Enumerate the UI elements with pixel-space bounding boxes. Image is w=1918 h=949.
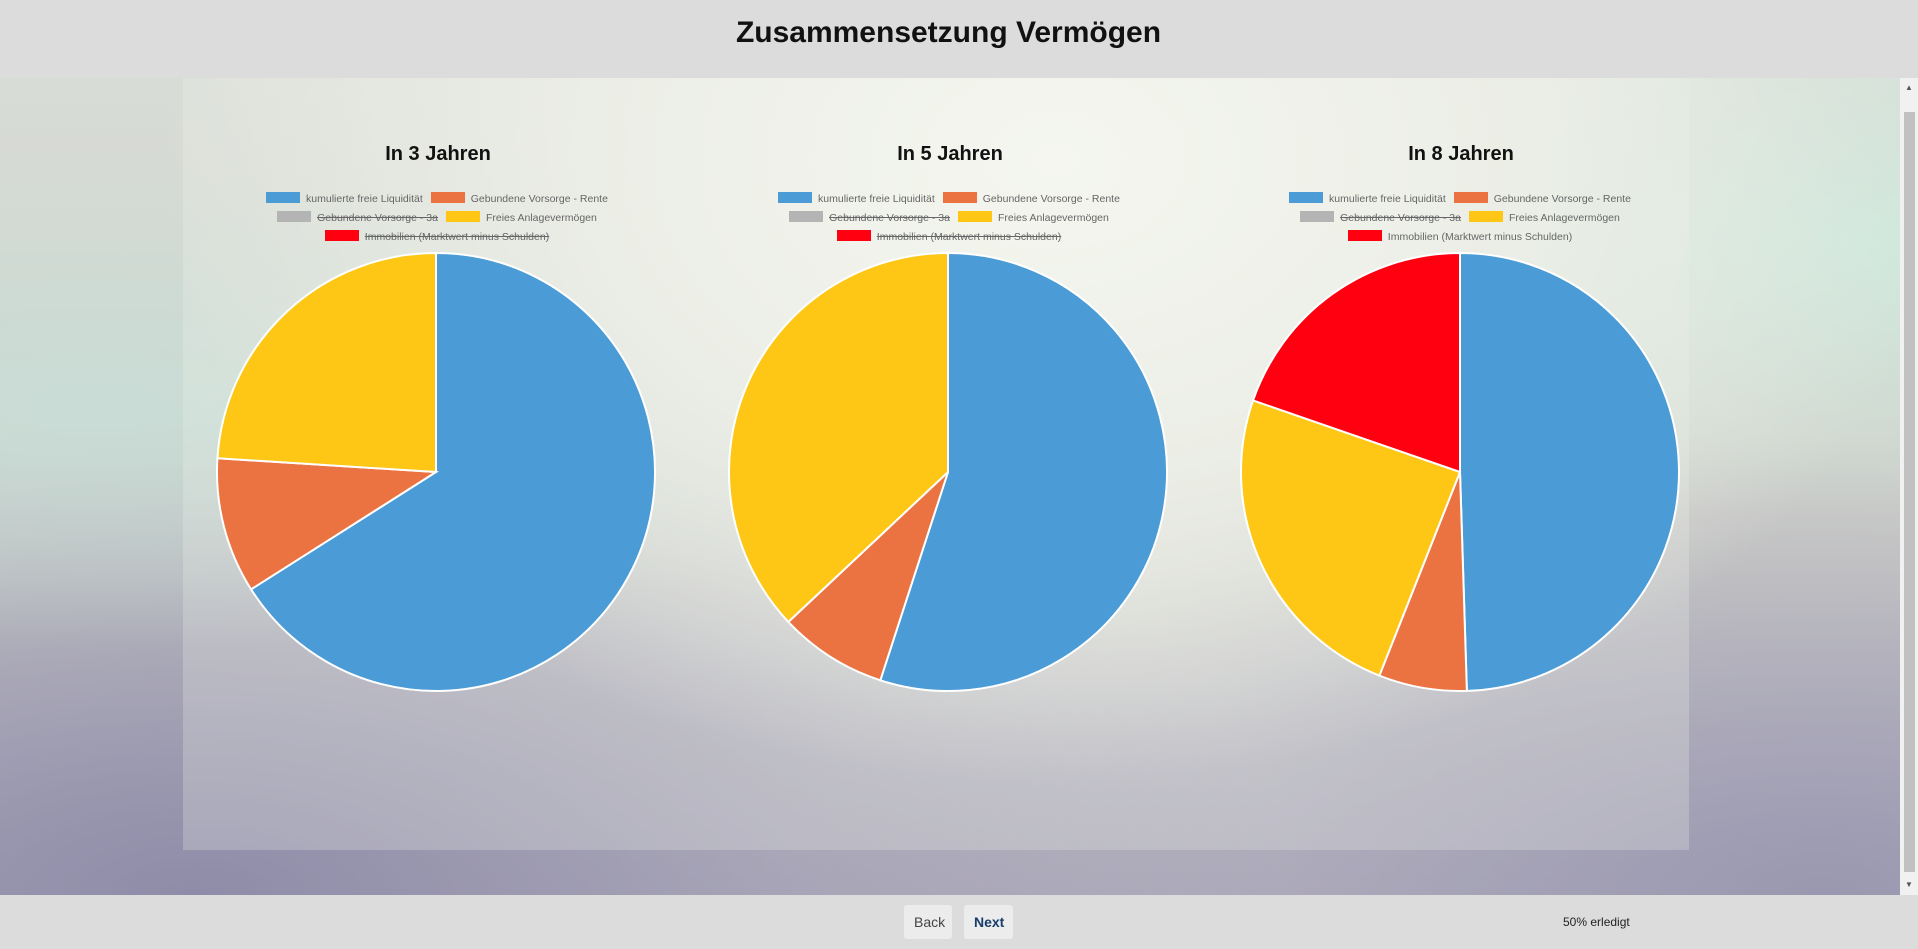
scrollbar-thumb[interactable] [1904, 112, 1915, 872]
legend-swatch [942, 192, 977, 203]
chart-legend-8-years: kumulierte freie Liquidität Gebundene Vor… [1220, 190, 1700, 247]
legend-item[interactable]: Immobilien (Marktwert minus Schulden) [836, 228, 1062, 247]
legend-swatch [266, 192, 301, 203]
chart-title-8-years: In 8 Jahren [1408, 143, 1514, 165]
vertical-scrollbar[interactable]: ▲ ▼ [1900, 78, 1918, 895]
legend-row: kumulierte freie Liquidität Gebundene Vor… [197, 190, 677, 209]
legend-label: Gebundene Vorsorge - 3a [829, 212, 950, 224]
pie-slice[interactable] [879, 251, 1168, 692]
pie-slice[interactable] [216, 251, 437, 474]
legend-swatch [789, 211, 824, 222]
footer-bar: Back Next 50% erledigt [0, 895, 1918, 949]
legend-item[interactable]: kumulierte freie Liquidität [266, 190, 423, 209]
legend-item[interactable]: Gebundene Vorsorge - 3a [789, 209, 950, 228]
legend-row: Gebundene Vorsorge - 3a Freies Anlageverm… [709, 209, 1189, 228]
legend-label: Freies Anlagevermögen [1508, 212, 1620, 224]
legend-swatch [778, 192, 813, 203]
chart-legend-3-years: kumulierte freie Liquidität Gebundene Vor… [197, 190, 677, 247]
legend-item[interactable]: Immobilien (Marktwert minus Schulden) [1347, 228, 1573, 247]
legend-swatch [1300, 211, 1335, 222]
legend-label: Gebundene Vorsorge - Rente [1493, 193, 1631, 205]
legend-row: Gebundene Vorsorge - 3a Freies Anlageverm… [197, 209, 677, 228]
pie-chart-3-years [216, 251, 656, 692]
chart-title-5-years: In 5 Jahren [897, 143, 1003, 165]
pie-slice[interactable] [1240, 399, 1462, 677]
legend-label: Gebundene Vorsorge - Rente [470, 193, 608, 205]
legend-label: kumulierte freie Liquidität [1329, 193, 1446, 205]
legend-label: Gebundene Vorsorge - 3a [317, 212, 438, 224]
legend-swatch [957, 211, 992, 222]
legend-swatch [445, 211, 480, 222]
legend-swatch [277, 211, 312, 222]
legend-item[interactable]: Freies Anlagevermögen [957, 209, 1109, 228]
legend-row: kumulierte freie Liquidität Gebundene Vor… [1220, 190, 1700, 209]
legend-swatch [430, 192, 465, 203]
pie-slice[interactable] [249, 251, 656, 692]
scroll-up-arrow-icon[interactable]: ▲ [1905, 83, 1913, 92]
legend-item[interactable]: kumulierte freie Liquidität [1289, 190, 1446, 209]
pie-chart-8-years [1240, 251, 1680, 692]
legend-label: kumulierte freie Liquidität [306, 193, 423, 205]
legend-item[interactable]: Gebundene Vorsorge - Rente [430, 190, 608, 209]
legend-swatch [1453, 192, 1488, 203]
pie-slice[interactable] [1459, 251, 1680, 692]
legend-item[interactable]: kumulierte freie Liquidität [778, 190, 935, 209]
legend-label: Immobilien (Marktwert minus Schulden) [364, 231, 550, 243]
pie-slice[interactable] [728, 251, 949, 624]
pie-slice[interactable] [786, 471, 949, 682]
legend-swatch [1468, 211, 1503, 222]
pie-slice[interactable] [216, 457, 440, 591]
chart-legend-5-years: kumulierte freie Liquidität Gebundene Vor… [709, 190, 1189, 247]
pie-slice[interactable] [1251, 251, 1461, 474]
legend-row: Immobilien (Marktwert minus Schulden) [197, 228, 677, 247]
legend-label: Gebundene Vorsorge - 3a [1340, 212, 1461, 224]
pie-chart-5-years [728, 251, 1168, 692]
legend-item[interactable]: Gebundene Vorsorge - Rente [942, 190, 1120, 209]
legend-row: Immobilien (Marktwert minus Schulden) [709, 228, 1189, 247]
legend-item[interactable]: Gebundene Vorsorge - 3a [1300, 209, 1461, 228]
legend-item[interactable]: Gebundene Vorsorge - Rente [1453, 190, 1631, 209]
legend-label: kumulierte freie Liquidität [818, 193, 935, 205]
legend-item[interactable]: Freies Anlagevermögen [1468, 209, 1620, 228]
page-title: Zusammensetzung Vermögen [735, 16, 1162, 49]
progress-text: 50% erledigt [1563, 915, 1630, 929]
chart-title-3-years: In 3 Jahren [385, 143, 491, 165]
legend-label: Freies Anlagevermögen [485, 212, 597, 224]
next-button[interactable]: Next [964, 905, 1013, 939]
legend-label: Immobilien (Marktwert minus Schulden) [1387, 231, 1573, 243]
legend-swatch [836, 230, 871, 241]
legend-item[interactable]: Immobilien (Marktwert minus Schulden) [324, 228, 550, 247]
legend-swatch [324, 230, 359, 241]
legend-item[interactable]: Gebundene Vorsorge - 3a [277, 209, 438, 228]
legend-row: Gebundene Vorsorge - 3a Freies Anlageverm… [1220, 209, 1700, 228]
back-button[interactable]: Back [904, 905, 952, 939]
legend-label: Freies Anlagevermögen [997, 212, 1109, 224]
legend-swatch [1289, 192, 1324, 203]
legend-label: Immobilien (Marktwert minus Schulden) [876, 231, 1062, 243]
legend-row: Immobilien (Marktwert minus Schulden) [1220, 228, 1700, 247]
legend-item[interactable]: Freies Anlagevermögen [445, 209, 597, 228]
scroll-down-arrow-icon[interactable]: ▼ [1905, 880, 1913, 889]
legend-label: Gebundene Vorsorge - Rente [982, 193, 1120, 205]
legend-row: kumulierte freie Liquidität Gebundene Vor… [709, 190, 1189, 209]
legend-swatch [1347, 230, 1382, 241]
header-bar: Zusammensetzung Vermögen [0, 0, 1918, 78]
